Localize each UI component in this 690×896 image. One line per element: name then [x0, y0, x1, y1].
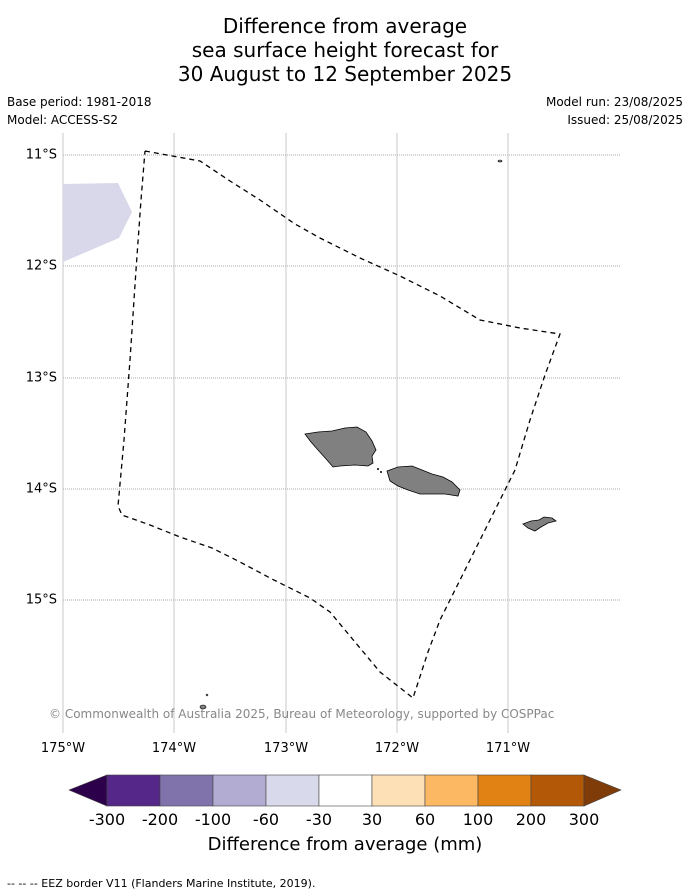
savaii-island	[304, 426, 377, 468]
meta-left: Base period: 1981-2018 Model: ACCESS-S2	[7, 95, 152, 131]
issued-date: Issued: 25/08/2025	[567, 113, 683, 127]
map-title: Difference from average sea surface heig…	[0, 14, 690, 86]
colorbar-bin	[371, 774, 426, 807]
colorbar-bin	[477, 774, 532, 807]
colorbar-extend-high	[583, 774, 622, 807]
colorbar-bin	[106, 774, 161, 807]
lon-tick-label: 172°W	[374, 741, 420, 756]
colorbar-bin	[424, 774, 479, 807]
anomaly-patch	[63, 183, 132, 262]
meta-right: Model run: 23/08/2025 Issued: 25/08/2025	[546, 95, 683, 131]
islet	[380, 471, 382, 473]
colorbar-label: -200	[141, 810, 179, 829]
colorbar-label: 100	[462, 810, 494, 829]
lon-tick-label: 171°W	[485, 741, 531, 756]
colorbar-bin	[318, 774, 373, 807]
colorbar-extend-low	[68, 774, 108, 807]
niuafoou-islet	[199, 704, 207, 710]
tutuila-island	[522, 516, 557, 532]
eez-footnote: -- -- -- EEZ border V11 (Flanders Marine…	[7, 877, 316, 890]
colorbar-label: -300	[88, 810, 126, 829]
upolu-island	[386, 465, 461, 497]
lat-tick-label: 15°S	[25, 592, 57, 608]
copyright-notice: © Commonwealth of Australia 2025, Bureau…	[49, 707, 555, 721]
model-name: Model: ACCESS-S2	[7, 113, 119, 127]
title-line-2: sea surface height forecast for	[191, 38, 499, 62]
lon-tick-label: 174°W	[151, 741, 197, 756]
colorbar-label: 200	[515, 810, 547, 829]
lat-gridlines	[63, 154, 620, 601]
colorbar-bin	[212, 774, 267, 807]
base-period: Base period: 1981-2018	[7, 95, 152, 109]
swains-islet	[497, 159, 503, 163]
colorbar-bin	[159, 774, 214, 807]
colorbar	[68, 774, 622, 807]
colorbar-title: Difference from average (mm)	[207, 834, 483, 855]
colorbar-label: 60	[414, 810, 436, 829]
eez-border	[117, 150, 561, 700]
lat-tick-label: 13°S	[25, 370, 57, 386]
tafahi-islet	[205, 693, 209, 697]
colorbar-label: -100	[194, 810, 232, 829]
colorbar-label: 30	[361, 810, 383, 829]
lat-tick-label: 14°S	[25, 481, 57, 497]
colorbar-bin	[530, 774, 585, 807]
title-line-3: 30 August to 12 September 2025	[177, 62, 513, 86]
lat-tick-label: 12°S	[25, 258, 57, 274]
colorbar-label: -60	[252, 810, 280, 829]
model-run: Model run: 23/08/2025	[545, 95, 683, 109]
lon-tick-label: 173°W	[263, 741, 309, 756]
colorbar-label: -30	[305, 810, 333, 829]
lat-tick-label: 11°S	[25, 147, 57, 163]
title-line-1: Difference from average	[222, 14, 468, 38]
colorbar-label: 300	[568, 810, 600, 829]
islet	[377, 468, 379, 470]
lon-tick-label: 175°W	[40, 741, 86, 756]
lon-gridlines	[62, 133, 509, 733]
colorbar-bin	[265, 774, 320, 807]
